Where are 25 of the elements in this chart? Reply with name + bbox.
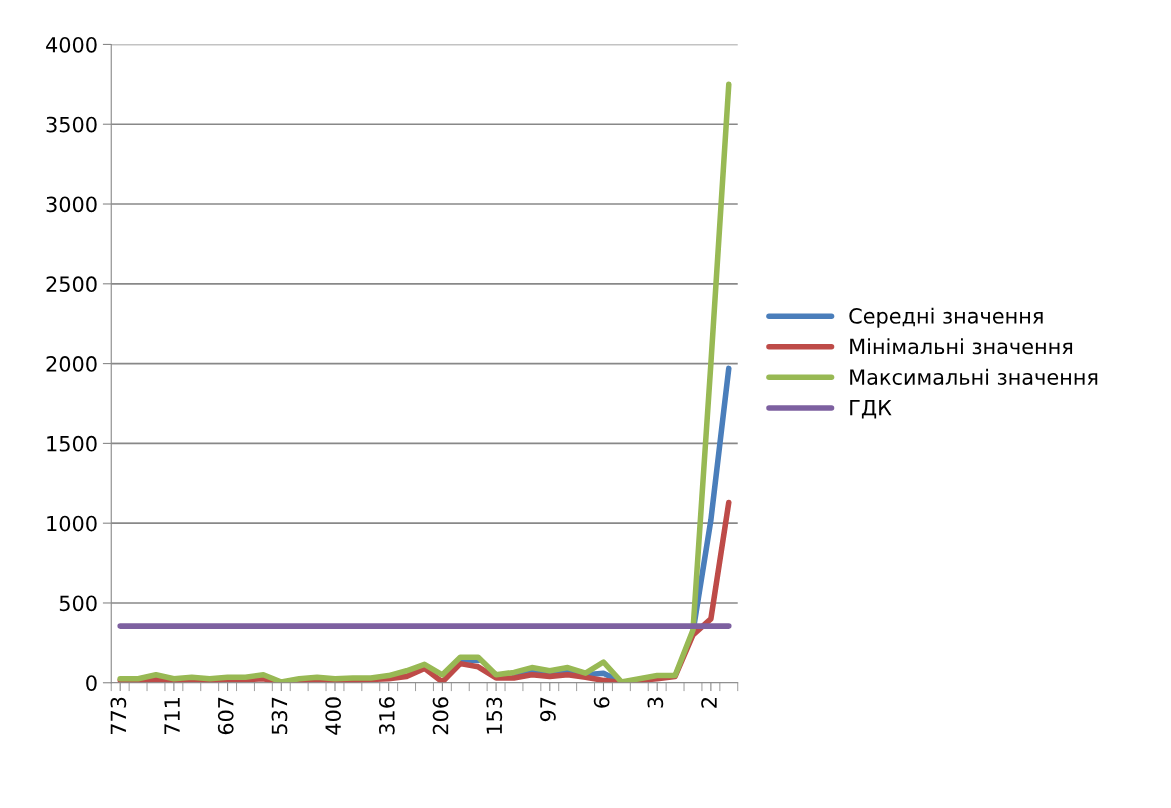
y-tick-label: 2500 — [46, 276, 97, 293]
y-tick-label: 1000 — [47, 515, 97, 532]
x-tick-label: 206 — [432, 697, 449, 735]
legend-label: Середні значення — [849, 307, 1043, 328]
x-tick-label: 153 — [486, 697, 503, 734]
x-tick-label: 2 — [701, 698, 717, 708]
legend-label: Мінімальні значення — [850, 338, 1073, 355]
x-tick-label: 607 — [217, 697, 234, 735]
y-tick-label: 3000 — [46, 196, 97, 213]
y-tick-label: 2000 — [46, 356, 97, 372]
y-tick-label: 3500 — [46, 116, 97, 133]
y-tick-label: 4000 — [46, 36, 97, 53]
x-tick-label: 3 — [647, 697, 664, 708]
x-tick-label: 537 — [271, 697, 288, 735]
y-tick-label: 500 — [59, 595, 97, 612]
legend-label: Максимальні значення — [850, 368, 1098, 385]
x-tick-label: 6 — [593, 697, 610, 708]
x-tick-label: 97 — [540, 697, 556, 722]
x-tick-label: 773 — [110, 697, 127, 735]
x-tick-label: 711 — [164, 697, 180, 735]
legend-label: ГДК — [850, 400, 892, 419]
x-tick-label: 316 — [378, 697, 395, 735]
y-tick-label: 0 — [86, 675, 97, 691]
y-tick-label: 1500 — [47, 435, 97, 452]
x-tick-label: 400 — [325, 697, 342, 735]
